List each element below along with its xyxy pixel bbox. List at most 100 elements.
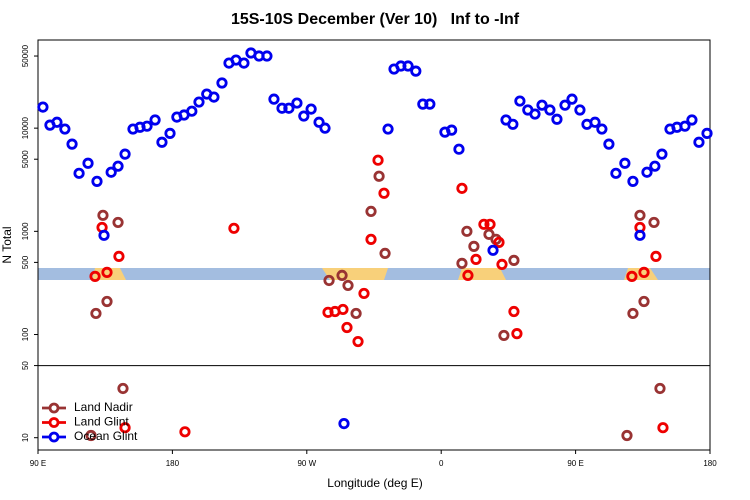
point [484, 218, 496, 230]
y-tick-label: 50000 [21, 44, 30, 67]
point [650, 250, 662, 262]
point [117, 382, 129, 395]
point [456, 257, 468, 269]
point [638, 266, 650, 278]
point [323, 274, 335, 287]
point [402, 60, 414, 72]
point [365, 233, 377, 245]
point [91, 175, 103, 187]
point [51, 116, 63, 128]
point [85, 429, 97, 442]
point [574, 104, 586, 116]
point [112, 160, 124, 172]
x-tick-label: 90 W [297, 459, 316, 468]
point [603, 138, 615, 150]
point [119, 148, 131, 160]
x-tick-label: 90 E [567, 459, 583, 468]
point [654, 382, 666, 395]
surface-band [38, 268, 710, 280]
point [98, 229, 110, 241]
point [648, 216, 660, 229]
point [112, 216, 124, 229]
point [291, 97, 303, 109]
point [511, 328, 523, 340]
point [186, 105, 198, 117]
point [337, 303, 349, 316]
point [101, 295, 113, 308]
point [208, 91, 220, 103]
legend-marker [48, 402, 60, 414]
x-tick-label: 180 [166, 459, 180, 468]
point [514, 95, 526, 107]
point [338, 417, 350, 430]
point [59, 123, 71, 135]
y-tick-label: 5000 [21, 150, 30, 168]
point [319, 122, 331, 134]
legend-label: Land Glint [74, 415, 129, 429]
point [461, 225, 473, 237]
point [313, 116, 325, 128]
point [470, 253, 482, 265]
point [544, 104, 556, 116]
point [358, 287, 370, 300]
point [105, 166, 117, 178]
point [141, 120, 153, 132]
point [610, 167, 622, 179]
point [261, 50, 273, 62]
point [657, 422, 669, 434]
point [596, 123, 608, 135]
point [268, 93, 280, 105]
point [82, 157, 94, 169]
point [37, 101, 49, 113]
x-axis-label: Longitude (deg E) [327, 476, 422, 490]
point [90, 307, 102, 320]
y-tick-label: 50 [21, 361, 30, 370]
point [216, 77, 228, 89]
point [566, 93, 578, 105]
point [641, 166, 653, 178]
x-tick-label: 180 [703, 459, 717, 468]
point [298, 110, 310, 122]
point [424, 98, 436, 110]
point [508, 254, 520, 266]
point [193, 96, 205, 108]
legend-label: Ocean Glint [74, 429, 138, 443]
point [686, 114, 698, 126]
point [693, 136, 705, 148]
point [228, 222, 240, 234]
point [483, 228, 495, 240]
point [379, 247, 391, 260]
point [679, 120, 691, 132]
point [365, 205, 377, 218]
point [341, 321, 353, 334]
point [305, 103, 317, 115]
point [410, 65, 422, 77]
point [627, 307, 639, 320]
point [283, 102, 295, 114]
y-tick-label: 10 [21, 433, 30, 442]
point [493, 236, 505, 248]
point [649, 160, 661, 172]
point [119, 422, 131, 434]
point [352, 335, 364, 348]
point [372, 154, 384, 166]
point [276, 102, 288, 114]
point [446, 124, 458, 136]
point [113, 250, 125, 262]
point [373, 170, 385, 182]
point [559, 99, 571, 111]
point [634, 229, 646, 241]
y-axis-label: N Total [0, 226, 14, 263]
point [638, 295, 650, 308]
point [89, 270, 101, 282]
point [382, 123, 394, 135]
point [529, 108, 541, 120]
point [342, 279, 354, 292]
point [66, 138, 78, 150]
point [656, 148, 668, 160]
point [626, 270, 638, 282]
y-tick-label: 1000 [21, 222, 30, 240]
point [508, 305, 520, 318]
chart-title: 15S-10S December (Ver 10) Inf to -Inf [231, 11, 520, 28]
